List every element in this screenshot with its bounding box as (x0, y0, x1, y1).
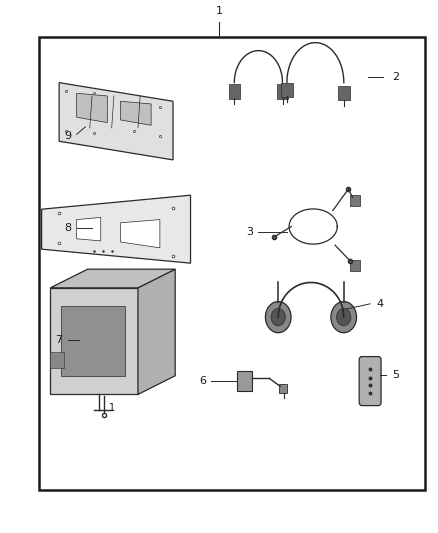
Polygon shape (50, 352, 64, 368)
Text: 6: 6 (200, 376, 207, 386)
FancyBboxPatch shape (350, 195, 360, 206)
Bar (39, 37, 425, 490)
Polygon shape (50, 269, 175, 288)
Text: 9: 9 (64, 131, 71, 141)
Text: 4: 4 (377, 299, 384, 309)
Polygon shape (50, 288, 138, 394)
Circle shape (265, 302, 291, 333)
FancyBboxPatch shape (229, 84, 240, 99)
Text: 2: 2 (392, 72, 399, 82)
Text: 8: 8 (64, 223, 71, 233)
Circle shape (331, 302, 357, 333)
Polygon shape (120, 101, 151, 125)
Polygon shape (59, 83, 173, 160)
Text: 5: 5 (392, 370, 399, 380)
Text: 1: 1 (215, 6, 223, 16)
FancyBboxPatch shape (338, 86, 350, 100)
FancyBboxPatch shape (277, 84, 288, 99)
Text: 1: 1 (109, 403, 115, 413)
FancyBboxPatch shape (350, 260, 360, 271)
Text: 7: 7 (56, 335, 63, 345)
FancyBboxPatch shape (281, 83, 293, 97)
Polygon shape (42, 195, 191, 263)
Circle shape (271, 309, 285, 326)
FancyBboxPatch shape (237, 371, 252, 391)
FancyBboxPatch shape (279, 384, 287, 393)
Circle shape (336, 309, 351, 326)
Text: 3: 3 (246, 227, 253, 237)
Polygon shape (138, 269, 175, 394)
Polygon shape (77, 217, 101, 241)
Polygon shape (61, 306, 125, 376)
Polygon shape (77, 93, 107, 123)
Polygon shape (120, 220, 160, 248)
FancyBboxPatch shape (359, 357, 381, 406)
